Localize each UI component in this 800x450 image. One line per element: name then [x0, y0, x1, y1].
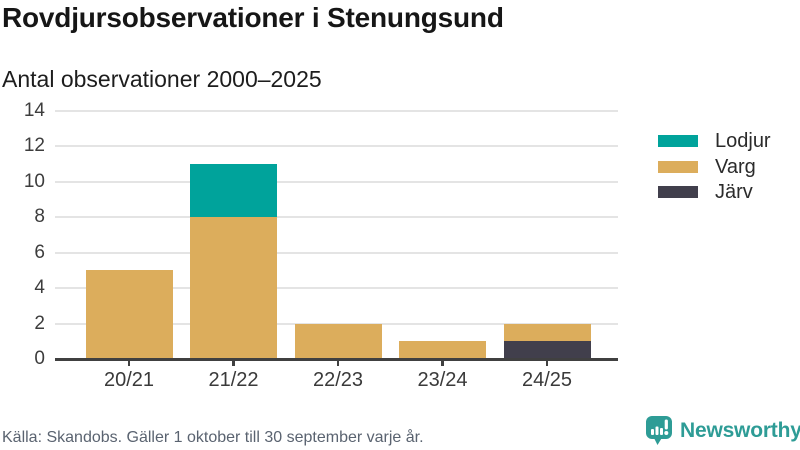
- gridline: [55, 180, 618, 183]
- y-axis: 0 2 4 6 8 10 12 14: [0, 0, 45, 450]
- x-axis-tick-label: 21/22: [208, 369, 259, 391]
- legend-item-järv: Järv: [658, 182, 771, 202]
- chart-title: Rovdjursobservationer i Stenungsund: [2, 2, 504, 33]
- source-note: Källa: Skandobs. Gäller 1 oktober till 3…: [2, 429, 424, 446]
- y-axis-tick-label: 10: [23, 170, 45, 192]
- y-axis-tick-label: 8: [34, 206, 45, 228]
- legend-label: Varg: [715, 155, 756, 178]
- y-axis-tick-label: 4: [34, 277, 45, 299]
- bar-segment-varg: [294, 323, 382, 359]
- x-axis-tick-label: 24/25: [521, 369, 573, 391]
- x-axis-tick-label: 23/24: [417, 369, 468, 391]
- plot-area: 20/21 21/22 22/23 23/24 24/25: [55, 110, 618, 390]
- x-axis-tick-label: 20/21: [103, 369, 155, 391]
- bar-segment-lodjur: [190, 164, 277, 218]
- brand-name: Newsworthy: [680, 418, 800, 442]
- x-axis-line: [55, 358, 618, 361]
- gridline: [55, 110, 618, 112]
- bar-segment-varg: [85, 270, 173, 359]
- legend: Lodjur Varg Järv: [658, 131, 771, 208]
- x-axis-tick: [441, 361, 444, 366]
- newsworthy-logo-icon: [646, 415, 672, 446]
- bar-segment-varg: [503, 323, 591, 342]
- legend-label: Lodjur: [715, 130, 771, 152]
- legend-item-lodjur: Lodjur: [658, 131, 771, 151]
- gridline: [55, 216, 618, 219]
- legend-label: Järv: [715, 181, 753, 203]
- y-axis-tick-label: 14: [23, 100, 45, 121]
- y-axis-tick-label: 12: [23, 135, 45, 157]
- x-axis-tick-label: 22/23: [312, 369, 364, 391]
- y-axis-tick-label: 2: [34, 312, 45, 334]
- newsworthy-brand-link[interactable]: Newsworthy: [646, 415, 800, 446]
- y-axis-tick-label: 6: [34, 241, 45, 263]
- x-axis-tick: [336, 361, 340, 366]
- bar-segment-varg: [190, 217, 277, 359]
- gridline: [55, 145, 618, 148]
- x-axis-tick: [232, 361, 235, 366]
- legend-swatch: [658, 186, 698, 198]
- legend-swatch: [658, 160, 698, 173]
- gridline: [55, 251, 618, 254]
- chart-subtitle: Antal observationer 2000–2025: [2, 66, 322, 92]
- gridline: [55, 287, 618, 290]
- x-axis-tick: [127, 361, 131, 366]
- legend-swatch: [658, 135, 698, 147]
- y-axis-tick-label: 0: [34, 348, 45, 369]
- x-axis-tick: [545, 361, 549, 366]
- bar-segment-järv: [503, 341, 591, 359]
- bar-segment-varg: [399, 341, 486, 359]
- legend-item-varg: Varg: [658, 157, 771, 177]
